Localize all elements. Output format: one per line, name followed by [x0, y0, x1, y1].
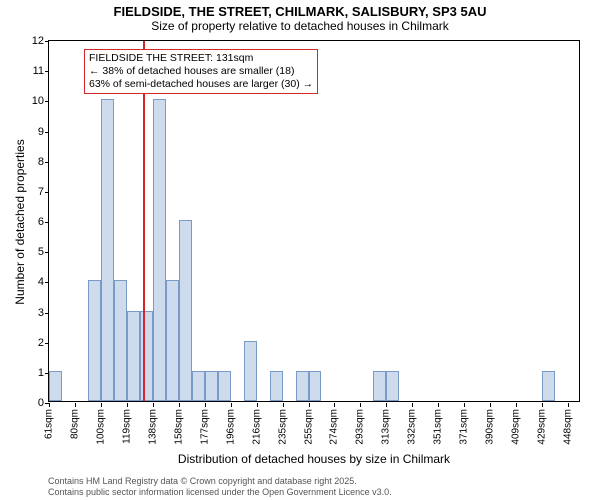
x-tick-label: 293sqm: [355, 409, 366, 445]
x-tick-label: 390sqm: [485, 409, 496, 445]
x-tick-label: 255sqm: [303, 409, 314, 445]
x-tick-label: 371sqm: [459, 409, 470, 445]
histogram-bar: [101, 99, 114, 401]
histogram-bar: [309, 371, 322, 401]
histogram-bar: [114, 280, 127, 401]
histogram-bar: [127, 311, 140, 402]
x-axis-label: Distribution of detached houses by size …: [164, 452, 464, 466]
y-axis-label: Number of detached properties: [13, 122, 27, 322]
x-tick-label: 216sqm: [251, 409, 262, 445]
x-tick-label: 448sqm: [563, 409, 574, 445]
histogram-bar: [386, 371, 399, 401]
x-tick-label: 409sqm: [511, 409, 522, 445]
histogram-bar: [244, 341, 257, 401]
histogram-bar: [49, 371, 62, 401]
x-tick-label: 351sqm: [433, 409, 444, 445]
histogram-bar: [373, 371, 386, 401]
x-tick-label: 313sqm: [381, 409, 392, 445]
footer-line-1: Contains HM Land Registry data © Crown c…: [48, 476, 392, 487]
x-tick-label: 119sqm: [121, 409, 132, 444]
x-tick-label: 158sqm: [173, 409, 184, 445]
x-tick-label: 80sqm: [69, 409, 80, 439]
histogram-bar: [218, 371, 231, 401]
x-tick-label: 429sqm: [537, 409, 548, 445]
x-tick-label: 332sqm: [407, 409, 418, 445]
x-tick-label: 274sqm: [329, 409, 340, 445]
histogram-bar: [166, 280, 179, 401]
footer-line-2: Contains public sector information licen…: [48, 487, 392, 498]
histogram-bar: [296, 371, 309, 401]
histogram-bar: [542, 371, 555, 401]
x-tick-label: 61sqm: [44, 409, 55, 439]
chart-container: FIELDSIDE, THE STREET, CHILMARK, SALISBU…: [0, 0, 600, 500]
annotation-line: FIELDSIDE THE STREET: 131sqm: [89, 52, 313, 65]
chart-subtitle: Size of property relative to detached ho…: [0, 19, 600, 35]
x-tick-label: 235sqm: [277, 409, 288, 445]
x-tick-label: 177sqm: [199, 409, 210, 445]
annotation-line: 63% of semi-detached houses are larger (…: [89, 78, 313, 91]
histogram-bar: [153, 99, 166, 401]
histogram-bar: [205, 371, 218, 401]
footer-attribution: Contains HM Land Registry data © Crown c…: [48, 476, 392, 498]
annotation-box: FIELDSIDE THE STREET: 131sqm← 38% of det…: [84, 49, 318, 94]
x-tick-label: 100sqm: [95, 409, 106, 445]
histogram-bar: [270, 371, 283, 401]
x-tick-label: 138sqm: [147, 409, 158, 445]
plot-area: 012345678910111261sqm80sqm100sqm119sqm13…: [48, 40, 580, 402]
histogram-bar: [88, 280, 101, 401]
chart-title: FIELDSIDE, THE STREET, CHILMARK, SALISBU…: [0, 0, 600, 19]
annotation-line: ← 38% of detached houses are smaller (18…: [89, 65, 313, 78]
histogram-bar: [192, 371, 205, 401]
histogram-bar: [140, 311, 153, 402]
x-tick-label: 196sqm: [225, 409, 236, 445]
property-marker-line: [143, 41, 145, 401]
histogram-bar: [179, 220, 192, 401]
